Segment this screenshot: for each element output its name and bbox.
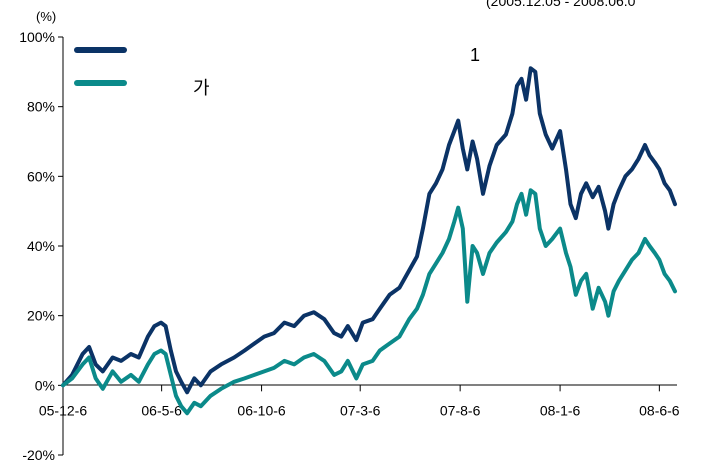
- legend-label-1: 1: [470, 45, 480, 65]
- date-range-note: (2005.12.05 - 2008.06.0: [486, 0, 636, 9]
- legend: 1가: [74, 45, 480, 98]
- x-tick-label: 06-5-6: [141, 402, 182, 418]
- legend-label-2: 가: [193, 78, 210, 98]
- x-tick-label: 07-3-6: [340, 402, 381, 418]
- y-tick-label: 0%: [35, 377, 55, 393]
- y-tick-label: 20%: [27, 308, 55, 324]
- x-tick-label: 08-1-6: [540, 402, 581, 418]
- y-tick-label: 60%: [27, 168, 55, 184]
- y-tick-label: 80%: [27, 99, 55, 115]
- y-tick-label: 40%: [27, 238, 55, 254]
- x-tick-label: 08-6-6: [639, 402, 680, 418]
- y-tick-label: 100%: [19, 29, 55, 45]
- x-tick-label: 07-8-6: [440, 402, 481, 418]
- series-line-1: [61, 66, 677, 395]
- x-axis-ticks: 05-12-6 06-5-6 06-10-6 07-3-6 07-8-6 08-1-6 08…: [39, 385, 680, 418]
- y-unit-label: (%): [36, 9, 56, 24]
- y-axis-ticks: 100% 80% 60% 40% 20% 0% -20%: [19, 29, 63, 463]
- series-lines: [61, 66, 677, 416]
- x-tick-label: 06-10-6: [237, 402, 285, 418]
- y-tick-label: -20%: [22, 447, 55, 463]
- series-line-2: [61, 188, 677, 416]
